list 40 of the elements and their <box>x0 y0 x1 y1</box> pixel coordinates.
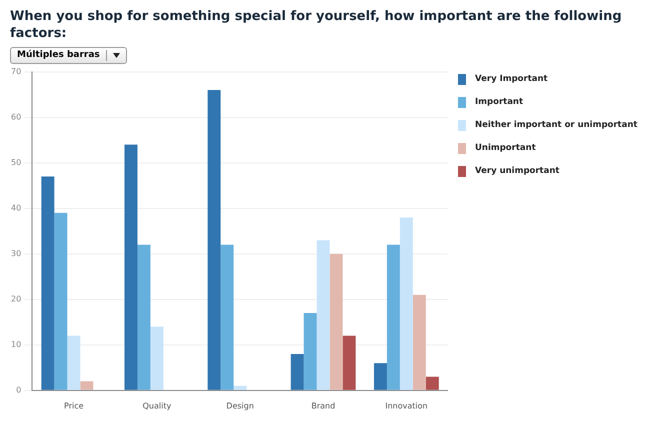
bar <box>304 312 317 390</box>
legend-label: Unimportant <box>475 143 536 153</box>
y-tick-label: 30 <box>10 248 22 258</box>
dropdown-field: Múltiples barras <box>10 46 127 64</box>
bar <box>80 380 94 390</box>
bar <box>150 326 164 390</box>
y-tick-label: 60 <box>10 112 22 121</box>
bar <box>342 335 356 390</box>
bar <box>41 176 54 390</box>
bar <box>386 244 400 390</box>
y-tick-label: 20 <box>10 294 22 303</box>
bar <box>124 144 138 390</box>
legend-label: Very unimportant <box>475 166 560 176</box>
chart-title: When you shop for something special for yourself, how important are the following factors: <box>10 8 623 42</box>
y-tick-label: 70 <box>10 66 22 76</box>
y-tick-label: 10 <box>10 339 22 348</box>
bar <box>412 294 426 390</box>
bar <box>220 244 234 390</box>
bar <box>316 240 330 390</box>
y-tick-label: 40 <box>10 202 22 212</box>
legend-label: Neither important or unimportant <box>475 120 638 130</box>
bar <box>137 244 150 390</box>
y-tick-label: 0 <box>16 384 22 394</box>
x-tick-label: Brand <box>311 400 336 410</box>
bar <box>330 253 343 390</box>
bar <box>374 362 387 390</box>
x-tick-label: Design <box>226 400 254 410</box>
y-tick-label: 50 <box>10 157 22 166</box>
bar <box>400 216 413 390</box>
bar <box>54 212 68 390</box>
legend-label: Very Important <box>475 74 548 84</box>
x-tick-label: Quality <box>142 400 172 410</box>
x-tick-label: Innovation <box>385 400 428 410</box>
bar <box>234 385 247 390</box>
bar <box>426 376 439 390</box>
bar <box>67 335 80 390</box>
bar <box>208 90 221 390</box>
legend-label: Important <box>475 97 524 107</box>
bar <box>290 353 304 390</box>
x-tick-label: Price <box>64 400 84 410</box>
